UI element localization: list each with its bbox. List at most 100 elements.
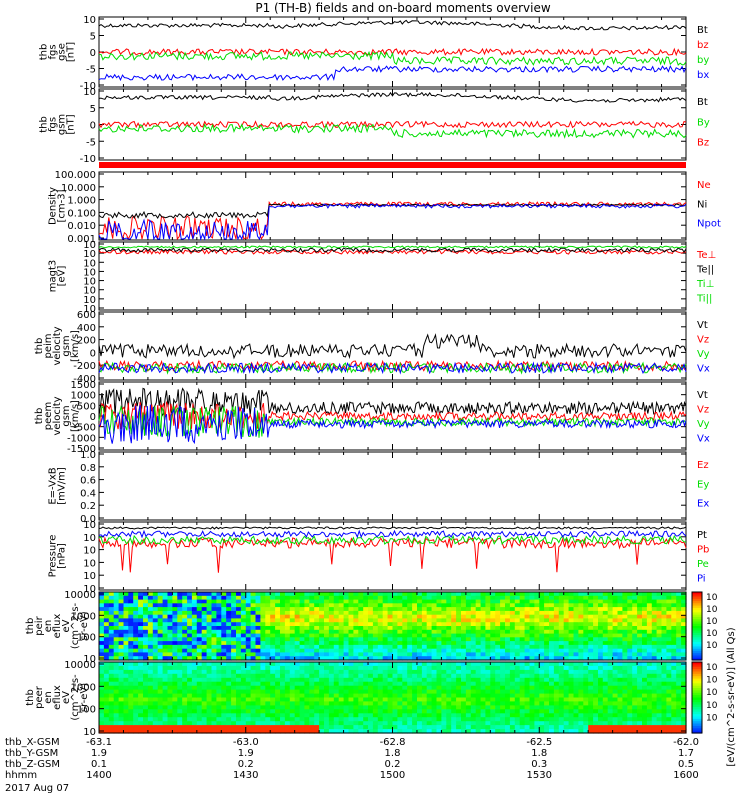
spectrogram-cell — [118, 652, 125, 657]
spectrogram-cell — [328, 656, 335, 661]
spectrogram-cell — [593, 681, 599, 687]
spectrogram-cell — [480, 705, 487, 710]
y-tick-label: 5 — [90, 104, 96, 115]
spectrogram-cell — [558, 669, 565, 675]
spectrogram-cell — [191, 618, 198, 623]
spectrogram-cell — [343, 633, 350, 638]
spectrogram-cell — [226, 685, 232, 691]
spectrogram-cell — [568, 603, 575, 608]
spectrogram-cell — [607, 599, 614, 604]
spectrogram-cell — [221, 705, 227, 710]
spectrogram-cell — [578, 622, 584, 627]
spectrogram-cell — [260, 669, 266, 675]
spectrogram-cell — [133, 614, 139, 620]
spectrogram-cell — [260, 701, 266, 706]
y-axis-label-line: [km/s] — [70, 330, 81, 362]
spectrogram-cell — [103, 618, 110, 623]
spectrogram-cell — [265, 614, 271, 620]
spectrogram-cell — [182, 607, 188, 612]
spectrogram-cell — [656, 648, 663, 654]
spectrogram-cell — [348, 725, 354, 730]
spectrogram-cell — [143, 662, 149, 667]
spectrogram-cell — [397, 662, 403, 667]
spectrogram-cell — [539, 652, 545, 657]
spectrogram-cell — [553, 614, 560, 620]
spectrogram-cell — [632, 618, 638, 623]
spectrogram-cell — [558, 648, 565, 654]
spectrogram-cell — [475, 662, 482, 667]
spectrogram-cell — [118, 725, 125, 730]
spectrogram-cell — [524, 644, 531, 650]
spectrogram-cell — [417, 701, 423, 706]
spectrogram-cell — [539, 637, 545, 642]
spectrogram-cell — [627, 592, 633, 597]
spectrogram-cell — [358, 669, 364, 675]
spectrogram-cell — [216, 689, 222, 695]
spectrogram-cell — [377, 656, 384, 661]
spectrogram-cell — [465, 622, 472, 627]
spectrogram-cell — [446, 673, 452, 679]
spectrogram-cell — [138, 626, 144, 631]
spectrogram-cell — [519, 626, 526, 631]
spectrogram-cell — [612, 614, 619, 620]
spectrogram-cell — [377, 709, 384, 714]
spectrogram-cell — [255, 629, 261, 635]
spectrogram-cell — [549, 652, 555, 657]
spectrogram-cell — [661, 673, 667, 679]
spectrogram-cell — [627, 689, 633, 695]
spectrogram-cell — [426, 713, 433, 718]
spectrogram-cell — [157, 677, 164, 683]
spectrogram-cell — [397, 713, 403, 718]
spectrogram-cell — [201, 656, 208, 661]
spectrogram-cell — [113, 689, 120, 695]
spectrogram-cell — [128, 637, 134, 642]
spectrogram-cell — [514, 685, 521, 691]
spectrogram-cell — [598, 673, 604, 679]
spectrogram-cell — [480, 644, 487, 650]
spectrogram-cell — [187, 693, 193, 699]
spectrogram-cell — [319, 705, 325, 710]
spectrogram-cell — [187, 614, 193, 620]
spectrogram-cell — [602, 607, 609, 612]
spectrogram-cell — [128, 641, 134, 646]
spectrogram-cell — [294, 644, 301, 650]
spectrogram-cell — [544, 713, 550, 718]
spectrogram-cell — [280, 629, 286, 635]
spectrogram-cell — [519, 681, 526, 687]
spectrogram-cell — [632, 644, 638, 650]
spectrogram-cell — [500, 689, 506, 695]
spectrogram-cell — [514, 701, 521, 706]
spectrogram-cell — [167, 618, 173, 623]
spectrogram-cell — [612, 705, 619, 710]
spectrogram-cell — [231, 610, 237, 616]
spectrogram-cell — [661, 685, 667, 691]
spectrogram-cell — [231, 681, 237, 687]
spectrogram-cell — [309, 721, 315, 726]
spectrogram-cell — [372, 665, 379, 671]
spectrogram-cell — [309, 729, 315, 734]
panel-frame — [98, 16, 687, 88]
spectrogram-cell — [299, 592, 306, 597]
spectrogram-cell — [147, 713, 154, 718]
spectrogram-cell — [172, 673, 178, 679]
spectrogram-cell — [514, 629, 521, 635]
spectrogram-cell — [377, 685, 384, 691]
spectrogram-cell — [358, 701, 364, 706]
spectrogram-cell — [578, 603, 584, 608]
spectrogram-cell — [363, 629, 369, 635]
spectrogram-cell — [598, 729, 604, 734]
spectrogram-cell — [402, 652, 408, 657]
spectrogram-cell — [475, 637, 482, 642]
spectrogram-cell — [588, 629, 594, 635]
spectrogram-cell — [598, 595, 604, 601]
spectrogram-cell — [368, 614, 374, 620]
spectrogram-cell — [211, 622, 217, 627]
spectrogram-cell — [226, 648, 232, 654]
spectrogram-cell — [348, 626, 354, 631]
spectrogram-cell — [108, 697, 115, 702]
spectrogram-cell — [270, 592, 276, 597]
spectrogram-cell — [505, 652, 511, 657]
spectrogram-cell — [236, 721, 242, 726]
spectrogram-cell — [377, 607, 384, 612]
spectrogram-cell — [446, 595, 452, 601]
